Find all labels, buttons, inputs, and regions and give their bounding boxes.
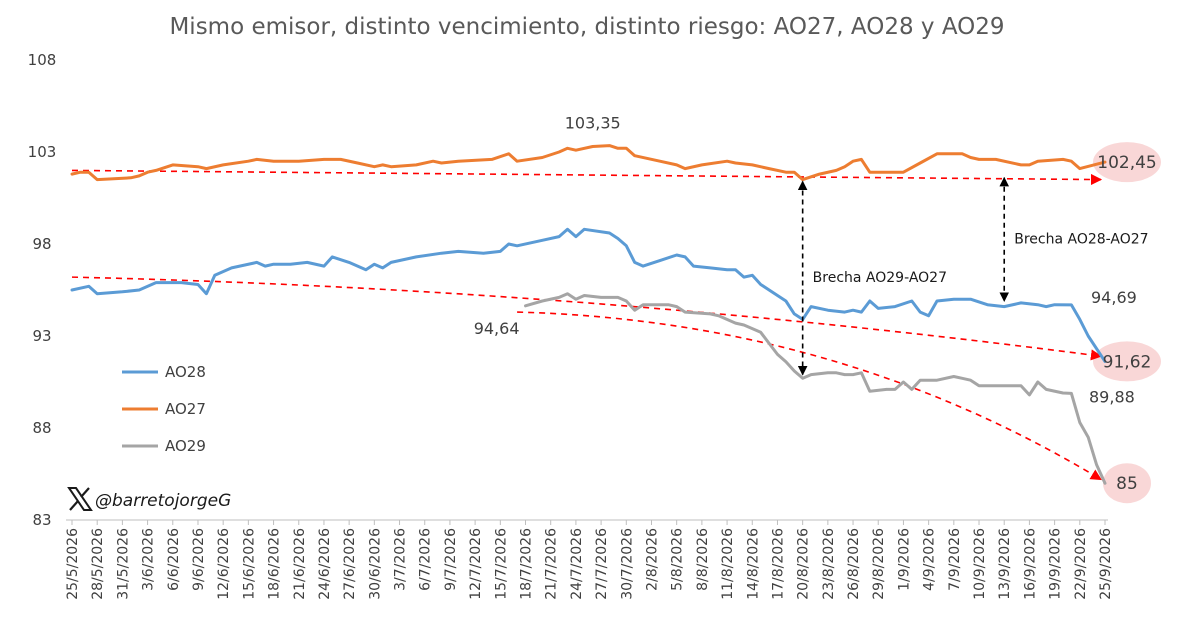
watermark: @barretojorgeG	[67, 487, 231, 511]
highlighted-value-labels: 102,45 91,62 85	[1097, 153, 1156, 494]
x-tick-label: 24/6/2026	[317, 528, 333, 600]
series-line-ao29	[524, 292, 1107, 485]
x-tick-label: 12/7/2026	[468, 528, 484, 600]
x-tick-label: 25/5/2026	[65, 528, 81, 600]
x-tick-label: 16/9/2026	[1022, 528, 1038, 600]
highlighted-value-label: 102,45	[1097, 153, 1156, 173]
value-annotations: 103,35 94,64 94,69 89,88	[474, 114, 1137, 407]
x-tick-label: 11/8/2026	[720, 528, 736, 600]
x-tick-label: 19/9/2026	[1048, 528, 1064, 600]
x-tick-label: 9/7/2026	[443, 528, 459, 591]
x-tick-label: 30/6/2026	[367, 528, 383, 600]
x-tick-label: 23/8/2026	[821, 528, 837, 600]
x-tick-label: 22/9/2026	[1073, 528, 1089, 600]
trendline-arrow	[71, 276, 1103, 361]
x-tick-label: 31/5/2026	[115, 528, 131, 600]
x-tick-label: 7/9/2026	[947, 528, 963, 591]
x-tick-label: 24/7/2026	[569, 528, 585, 600]
x-tick-label: 12/6/2026	[216, 528, 232, 600]
x-tick-label: 5/8/2026	[670, 528, 686, 591]
series-line-ao27	[70, 144, 1107, 182]
x-logo-icon	[67, 487, 93, 511]
legend-label: AO27	[165, 400, 206, 418]
x-tick-label: 3/7/2026	[393, 528, 409, 591]
x-tick-label: 9/6/2026	[191, 528, 207, 591]
value-annotation: 94,64	[474, 319, 520, 338]
watermark-handle: @barretojorgeG	[95, 491, 231, 511]
y-tick-label: 108	[28, 51, 57, 69]
series-lines	[70, 144, 1107, 485]
x-tick-label: 10/9/2026	[972, 528, 988, 600]
trendline-arrow	[71, 169, 1103, 186]
x-tick-label: 21/7/2026	[544, 528, 560, 600]
x-tick-label: 27/6/2026	[342, 528, 358, 600]
legend-label: AO28	[165, 363, 206, 381]
highlight-circle	[1093, 341, 1161, 382]
highlight-circle	[1103, 463, 1151, 504]
x-tick-label: 8/8/2026	[695, 528, 711, 591]
x-tick-label: 29/8/2026	[871, 528, 887, 600]
x-tick-label: 17/8/2026	[770, 528, 786, 600]
trendline-arrow	[517, 311, 1102, 481]
x-tick-label: 1/9/2026	[896, 528, 912, 591]
gap-label: Brecha AO29-AO27	[813, 270, 947, 286]
x-tick-label: 21/6/2026	[292, 528, 308, 600]
x-tick-label: 3/6/2026	[141, 528, 157, 591]
x-tick-label: 14/8/2026	[745, 528, 761, 600]
x-tick-label: 6/6/2026	[166, 528, 182, 591]
x-axis: 25/5/2026 28/5/2026 31/5/2026 3/6/2026 6/6/2…	[65, 520, 1114, 600]
x-tick-label: 6/7/2026	[418, 528, 434, 591]
x-tick-label: 30/7/2026	[619, 528, 635, 600]
x-tick-label: 15/6/2026	[241, 528, 257, 600]
x-tick-label: 25/9/2026	[1098, 528, 1114, 600]
x-tick-label: 15/7/2026	[493, 528, 509, 600]
x-tick-label: 20/8/2026	[796, 528, 812, 600]
highlighted-value-label: 85	[1116, 474, 1138, 494]
highlighted-value-label: 91,62	[1103, 352, 1152, 372]
x-tick-label: 27/7/2026	[594, 528, 610, 600]
value-annotation: 94,69	[1091, 288, 1137, 307]
y-tick-label: 103	[28, 143, 57, 161]
gap-arrows: Brecha AO29-AO27 Brecha AO28-AO27	[797, 176, 1149, 376]
value-annotation: 89,88	[1089, 387, 1135, 406]
y-tick-label: 93	[32, 327, 51, 345]
highlight-circles	[1093, 142, 1161, 504]
legend: AO28 AO27 AO29	[122, 363, 206, 455]
y-tick-label: 98	[32, 235, 51, 253]
trendlines	[71, 169, 1103, 481]
x-tick-label: 2/8/2026	[644, 528, 660, 591]
x-tick-label: 18/7/2026	[519, 528, 535, 600]
series-line-ao28	[70, 227, 1107, 363]
chart-title: Mismo emisor, distinto vencimiento, dist…	[169, 14, 1004, 40]
x-tick-label: 18/6/2026	[267, 528, 283, 600]
y-axis: 83 88 93 98 103 108	[28, 51, 57, 529]
x-tick-label: 28/5/2026	[90, 528, 106, 600]
value-annotation: 103,35	[565, 114, 621, 133]
x-tick-label: 4/9/2026	[922, 528, 938, 591]
gap-label: Brecha AO28-AO27	[1014, 231, 1148, 247]
x-tick-label: 26/8/2026	[846, 528, 862, 600]
legend-label: AO29	[165, 437, 206, 455]
y-tick-label: 83	[32, 511, 51, 529]
x-tick-label: 13/9/2026	[997, 528, 1013, 600]
y-tick-label: 88	[32, 419, 51, 437]
highlight-circle	[1093, 142, 1161, 183]
